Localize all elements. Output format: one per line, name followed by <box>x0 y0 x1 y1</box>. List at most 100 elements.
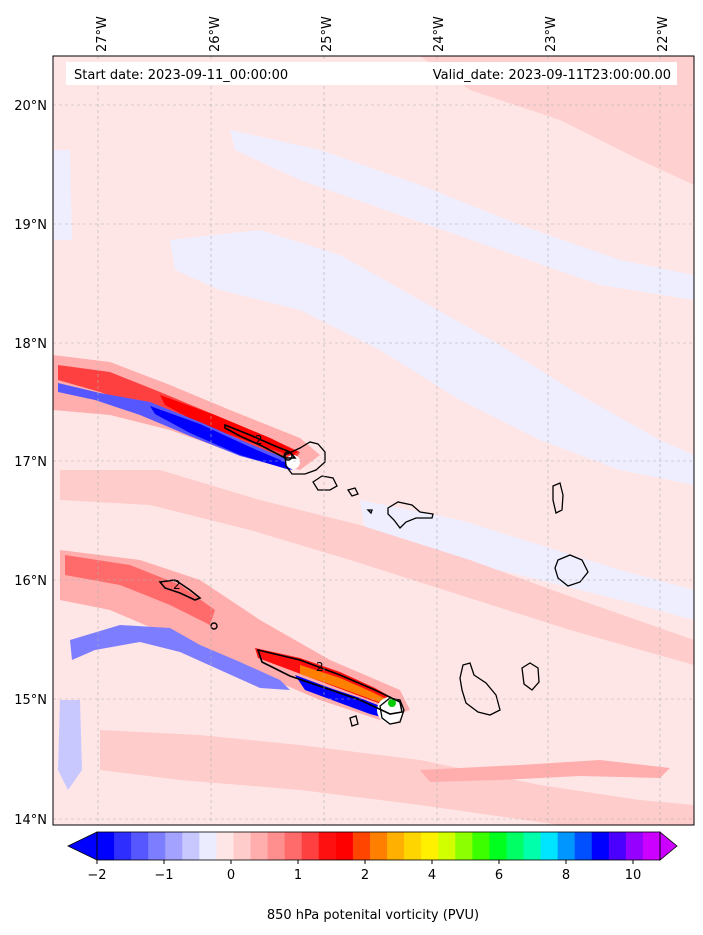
pink-band-northeast <box>420 56 694 185</box>
colorbar-swatch <box>199 832 218 860</box>
colorbar-swatch <box>148 832 166 860</box>
colorbar-extend-min <box>67 831 98 861</box>
island-maio <box>521 662 540 691</box>
map-frame <box>52 55 695 826</box>
info-box <box>66 62 677 85</box>
contour-label: 2 <box>173 578 181 592</box>
colorbar-swatch <box>369 832 388 860</box>
colorbar-swatch <box>97 832 115 860</box>
lat-label: 15°N <box>14 693 47 708</box>
colorbar-swatch <box>114 832 132 860</box>
lon-label: 27°W <box>95 16 110 52</box>
contour-2-west <box>158 579 202 601</box>
map-panel: 2 2 2 <box>53 56 694 825</box>
blue-patch-middle <box>360 500 694 620</box>
colorbar-tick-label: 4 <box>428 868 436 883</box>
contour-2-north <box>224 423 297 459</box>
colorbar-tick-label: −1 <box>154 868 173 883</box>
island-sao-nicolau <box>387 501 434 529</box>
island-raso <box>366 509 373 515</box>
colorbar-tick-label: 10 <box>625 868 642 883</box>
island-sal <box>552 482 564 514</box>
colorbar-swatch <box>625 832 644 860</box>
pink-band-middle <box>60 470 694 665</box>
colorbar-swatch <box>131 832 149 860</box>
lon-label: 23°W <box>544 16 559 52</box>
colorbar-swatch <box>284 832 303 860</box>
red-streak-south <box>420 760 670 782</box>
colorbar-swatch <box>352 832 371 860</box>
colorbar-swatch <box>216 832 235 860</box>
lon-label: 22°W <box>656 16 671 52</box>
lat-label: 18°N <box>14 337 47 352</box>
pink-band-south <box>100 730 694 825</box>
lat-label: 17°N <box>14 455 47 470</box>
valid-date-text: Valid_date: 2023-09-11T23:00:00.00 <box>433 68 671 83</box>
colorbar-swatch <box>540 832 559 860</box>
colorbar-swatch <box>318 832 337 860</box>
colorbar-swatch <box>438 832 456 860</box>
colorbar-swatch <box>489 832 508 860</box>
coastlines <box>284 441 589 727</box>
colorbar: −2 −1 0 1 2 4 6 8 10 850 hPa potenital vorticity… <box>67 831 678 923</box>
colorbar-swatch <box>557 832 576 860</box>
blue-patch-southwest <box>58 700 82 790</box>
colorbar-swatch <box>250 832 269 860</box>
colorbar-swatch <box>335 832 354 860</box>
colorbar-swatch <box>472 832 490 860</box>
lon-label: 24°W <box>432 16 447 52</box>
island-boa-vista <box>554 554 589 587</box>
colorbar-swatch <box>301 832 320 860</box>
blue-band-north <box>230 130 694 300</box>
colorbar-tick-label: 1 <box>294 868 302 883</box>
colorbar-swatch <box>182 832 200 860</box>
island-santiago <box>459 662 501 716</box>
northern-streak-blue-core <box>150 406 292 470</box>
island-santa-luzia <box>346 487 359 497</box>
colorbar-swatch <box>404 832 422 860</box>
colorbar-swatch <box>267 832 286 860</box>
colorbar-swatches <box>67 831 678 861</box>
contour-label: 2 <box>255 433 263 447</box>
colorbar-swatch <box>506 832 525 860</box>
start-date-text: Start date: 2023-09-11_00:00:00 <box>74 68 288 83</box>
blue-patch-upper <box>170 230 694 485</box>
gridlines <box>53 56 694 825</box>
island-santo-antao <box>284 441 326 475</box>
contour-label: 2 <box>316 660 324 674</box>
colorbar-tick-label: 8 <box>562 868 570 883</box>
island-brava <box>349 715 359 727</box>
island-sao-vicente <box>312 475 338 491</box>
colorbar-tick-label: 2 <box>361 868 369 883</box>
colorbar-frame <box>96 831 661 861</box>
colorbar-swatch <box>455 832 473 860</box>
colorbar-swatch <box>165 832 183 860</box>
contour-2-south <box>256 648 403 715</box>
colorbar-tick-label: 6 <box>495 868 503 883</box>
colorbar-swatch <box>608 832 627 860</box>
storm-center-marker <box>388 699 396 707</box>
lon-label: 26°W <box>208 16 223 52</box>
colorbar-swatch <box>233 832 252 860</box>
colorbar-swatch <box>574 832 593 860</box>
lat-label: 19°N <box>14 218 47 233</box>
longitude-labels: 27°W 26°W 25°W 24°W 23°W 22°W <box>95 16 671 52</box>
colorbar-label: 850 hPa potenital vorticity (PVU) <box>267 908 479 923</box>
colorbar-swatch <box>591 832 610 860</box>
colorbar-swatch <box>523 832 542 860</box>
southern-streak-red-west <box>65 555 215 625</box>
blue-patch-west <box>53 150 72 240</box>
colorbar-tick-label: 0 <box>227 868 235 883</box>
colorbar-swatch <box>421 832 439 860</box>
colorbar-swatch <box>387 832 405 860</box>
colorbar-tick-label: −2 <box>87 868 106 883</box>
island-fogo <box>379 697 405 725</box>
lat-label: 16°N <box>14 574 47 589</box>
colorbar-ticks: −2 −1 0 1 2 4 6 8 10 <box>87 860 641 883</box>
southern-streak-blue-west <box>70 625 290 690</box>
lat-label: 14°N <box>14 813 47 828</box>
northern-island-white <box>286 455 300 469</box>
contour-2-dot <box>283 451 293 461</box>
lat-label: 20°N <box>14 99 47 114</box>
